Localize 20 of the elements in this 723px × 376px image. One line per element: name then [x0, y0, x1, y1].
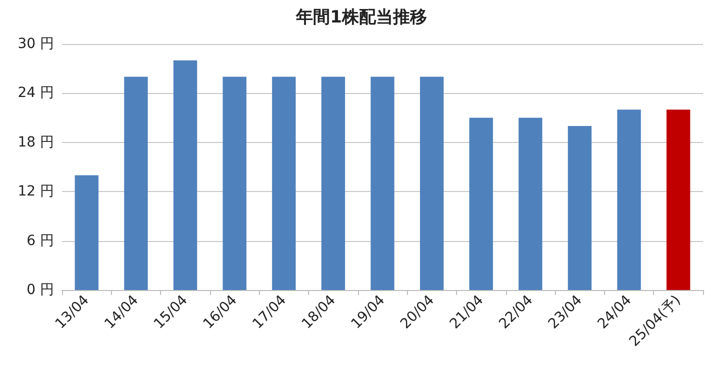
bar: [222, 76, 246, 290]
y-tick-label: 6 円: [26, 232, 54, 249]
bar: [469, 118, 493, 290]
y-tick-label: 0 円: [26, 282, 54, 298]
bar: [74, 175, 98, 290]
bar: [666, 110, 690, 290]
y-tick-label: 30 円: [18, 36, 54, 52]
bar: [124, 76, 148, 290]
y-tick-label: 24 円: [18, 85, 54, 102]
chart-title: 年間1株配当推移: [295, 8, 427, 28]
bar: [617, 110, 641, 290]
y-tick-label: 18 円: [18, 134, 54, 150]
bar: [173, 60, 198, 290]
bar: [568, 126, 592, 290]
bar: [420, 76, 444, 290]
y-tick-label: 12 円: [18, 184, 54, 200]
bar: [370, 76, 394, 290]
bar: [321, 76, 346, 290]
bar: [518, 118, 542, 290]
bar: [272, 76, 296, 290]
